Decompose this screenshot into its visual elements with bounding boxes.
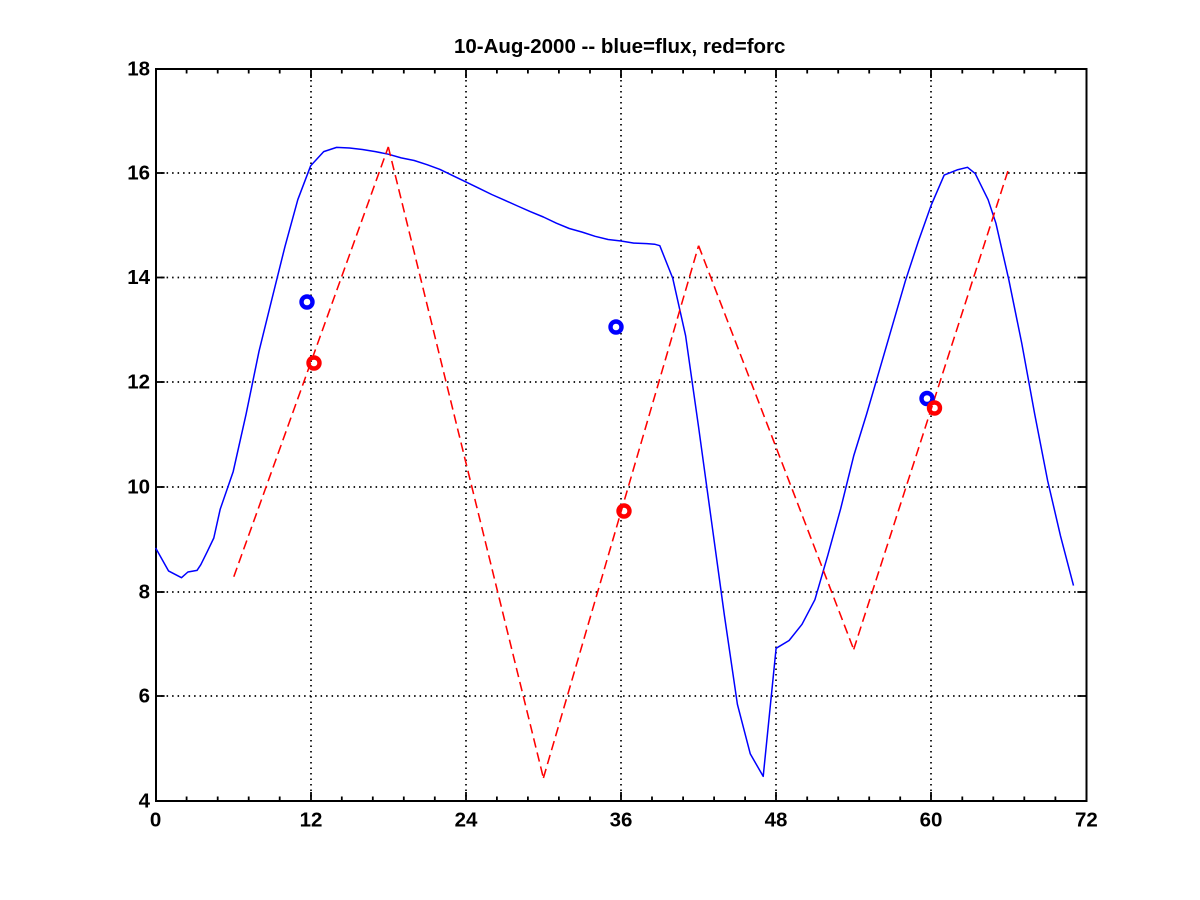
svg-text:0: 0 (150, 809, 161, 832)
svg-text:12: 12 (127, 371, 150, 394)
svg-text:16: 16 (127, 162, 150, 185)
svg-text:12: 12 (300, 809, 323, 832)
svg-text:48: 48 (765, 809, 788, 832)
svg-text:24: 24 (455, 809, 478, 832)
svg-text:18: 18 (127, 58, 150, 81)
svg-text:10-Aug-2000 -- blue=flux, red=: 10-Aug-2000 -- blue=flux, red=forc (454, 35, 786, 58)
svg-text:6: 6 (139, 685, 150, 708)
svg-text:72: 72 (1075, 809, 1098, 832)
svg-text:8: 8 (139, 581, 150, 604)
svg-text:36: 36 (610, 809, 633, 832)
svg-text:60: 60 (920, 809, 943, 832)
svg-text:10: 10 (127, 476, 150, 499)
svg-text:4: 4 (139, 790, 151, 813)
svg-text:14: 14 (127, 266, 150, 289)
